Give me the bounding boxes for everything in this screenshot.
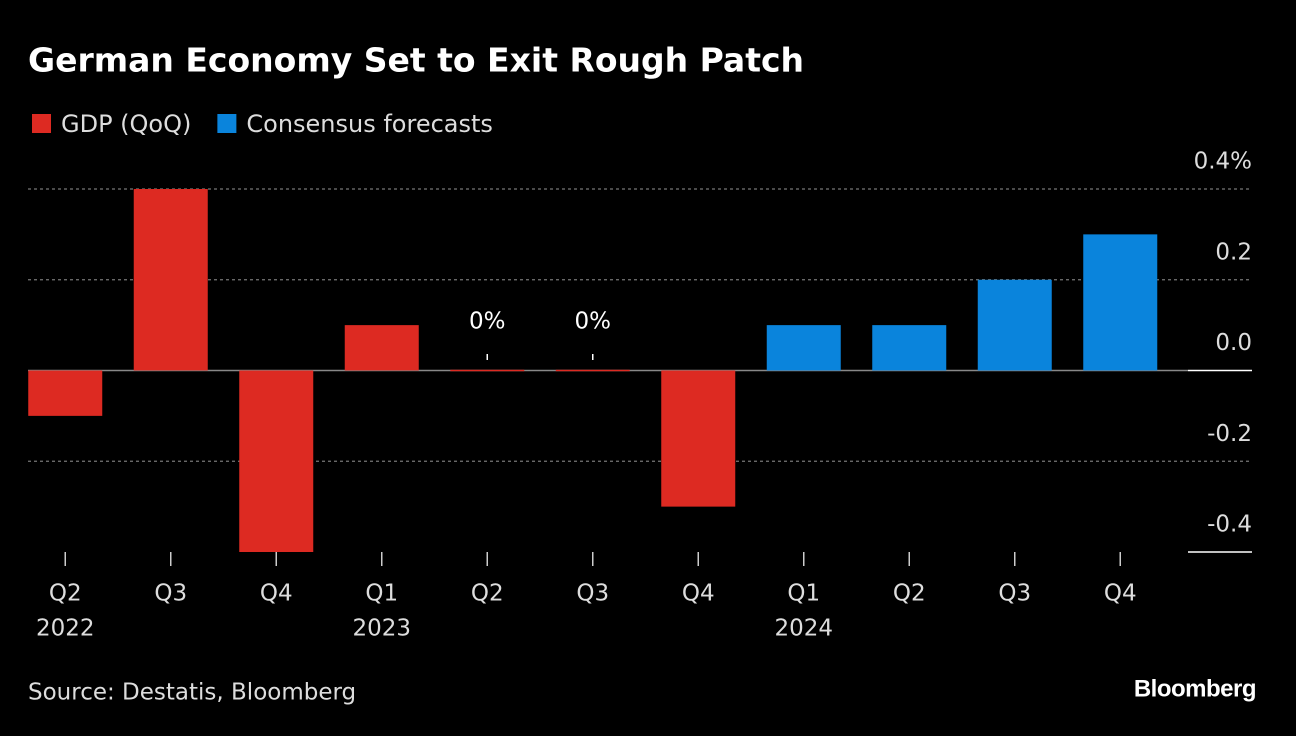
bar (555, 369, 630, 372)
x-tick-label: Q2 (49, 581, 82, 607)
y-tick-label: -0.4 (1207, 512, 1252, 538)
legend-label: GDP (QoQ) (61, 110, 191, 138)
x-tick-label: Q2 (471, 581, 504, 607)
bar (1083, 234, 1158, 371)
bar (766, 325, 841, 371)
source: Source: Destatis, Bloomberg (28, 680, 356, 706)
bar (661, 370, 736, 507)
x-tick-label: Q1 (365, 581, 398, 607)
chart-title: German Economy Set to Exit Rough Patch (28, 41, 804, 80)
x-tick-label: Q4 (682, 581, 715, 607)
x-year-label: 2024 (774, 616, 833, 642)
bar (344, 325, 419, 371)
y-tick-label: -0.2 (1207, 421, 1252, 447)
x-tick-label: Q2 (893, 581, 926, 607)
bar (977, 279, 1052, 371)
legend-swatch (32, 114, 51, 133)
x-tick-label: Q4 (1104, 581, 1137, 607)
x-tick-label: Q3 (576, 581, 609, 607)
bar (450, 369, 525, 372)
bar (28, 370, 103, 416)
logo: Bloomberg (1134, 675, 1256, 702)
bar (872, 325, 947, 371)
x-tick-label: Q3 (154, 581, 187, 607)
y-tick-label: 0.4% (1194, 149, 1252, 175)
value-label: 0% (575, 309, 612, 335)
x-tick-label: Q1 (787, 581, 820, 607)
y-tick-label: 0.0 (1215, 330, 1252, 356)
bar (239, 370, 314, 552)
legend-label: Consensus forecasts (246, 110, 493, 138)
value-label: 0% (469, 309, 506, 335)
x-tick-label: Q4 (260, 581, 293, 607)
x-year-label: 2022 (36, 616, 95, 642)
x-tick-label: Q3 (998, 581, 1031, 607)
y-tick-label: 0.2 (1215, 239, 1252, 265)
bar (133, 189, 208, 371)
x-year-label: 2023 (352, 616, 411, 642)
legend-swatch (217, 114, 237, 133)
